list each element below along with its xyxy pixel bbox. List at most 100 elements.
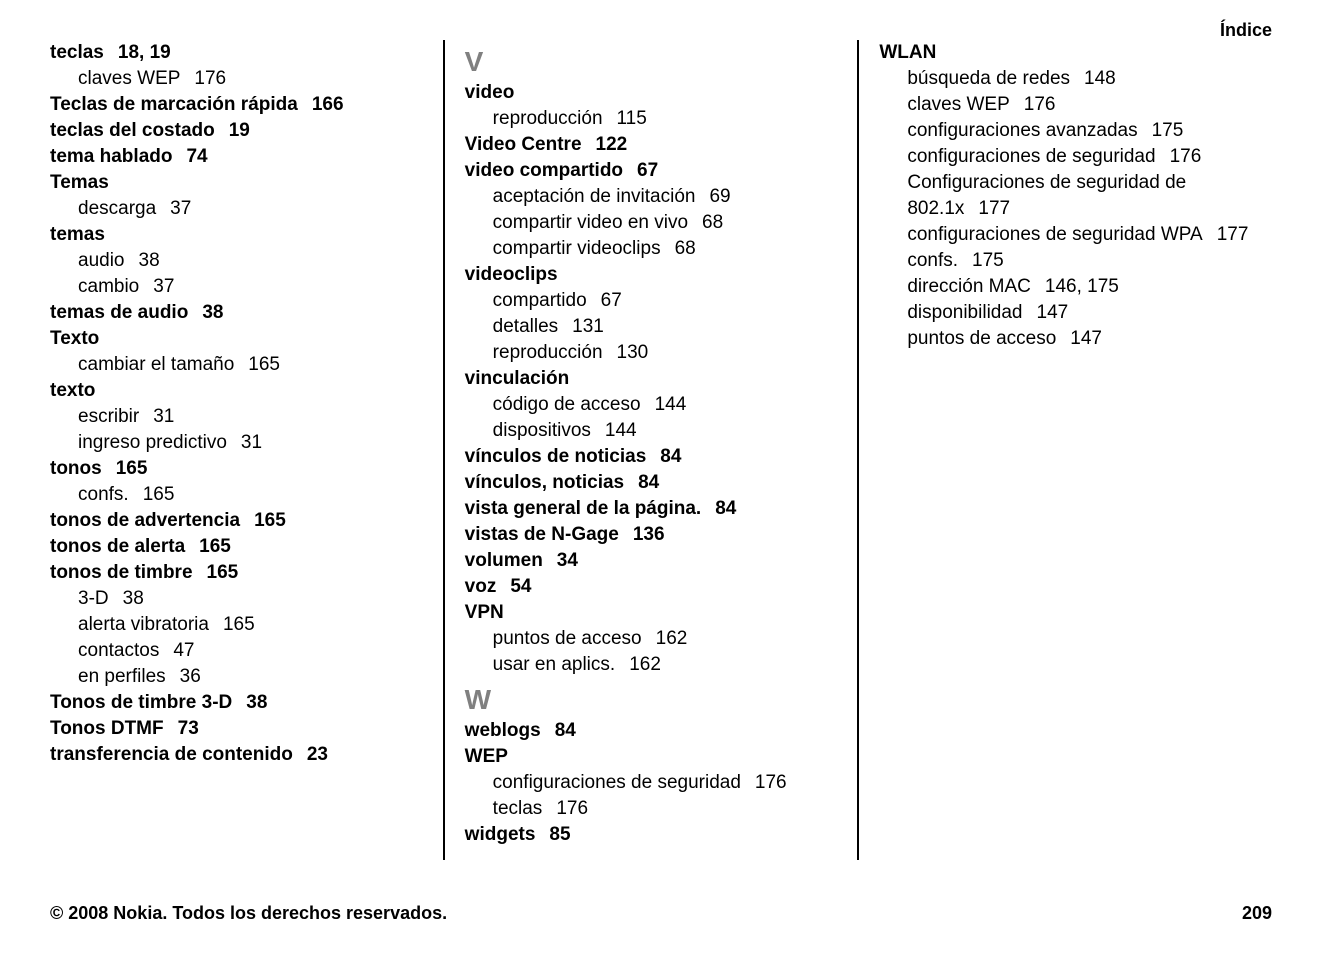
index-entry: código de acceso144 <box>465 392 838 418</box>
entry-pages: 23 <box>307 744 328 765</box>
entry-text: reproducción <box>493 108 603 129</box>
index-entry: reproducción 115 <box>465 106 838 132</box>
index-entry: compartir video en vivo68 <box>465 210 838 236</box>
index-entry: video compartido67 <box>465 158 838 184</box>
entry-text: WEP <box>465 746 508 767</box>
entry-pages: 37 <box>153 276 174 297</box>
column-1: teclas18, 19claves WEP176Teclas de marca… <box>50 40 443 860</box>
entry-pages: 144 <box>605 420 637 441</box>
index-entry: puntos de acceso162 <box>465 626 838 652</box>
index-entry: vista general de la página.84 <box>465 496 838 522</box>
entry-pages: 38 <box>202 302 223 323</box>
entry-text: usar en aplics. <box>493 654 616 675</box>
entry-pages: 84 <box>638 472 659 493</box>
entry-pages: 131 <box>572 316 604 337</box>
footer-copyright: © 2008 Nokia. Todos los derechos reserva… <box>50 903 447 924</box>
footer-page-number: 209 <box>1242 903 1272 924</box>
entry-pages: 177 <box>978 198 1010 219</box>
index-entry: Tonos de timbre 3-D38 <box>50 690 423 716</box>
entry-text: detalles <box>493 316 559 337</box>
index-entry: tonos de alerta165 <box>50 534 423 560</box>
entry-pages: 38 <box>139 250 160 271</box>
entry-text: tonos de timbre <box>50 562 193 583</box>
entry-pages: 38 <box>123 588 144 609</box>
entry-pages: 67 <box>637 160 658 181</box>
entry-text: tema hablado <box>50 146 172 167</box>
entry-pages: 54 <box>510 576 531 597</box>
index-entry: ingreso predictivo31 <box>50 430 423 456</box>
entry-text: aceptación de invitación <box>493 186 696 207</box>
entry-text: configuraciones de seguridad WPA <box>907 224 1202 245</box>
entry-pages: 165 <box>143 484 175 505</box>
entry-text: tonos de advertencia <box>50 510 240 531</box>
index-entry: video <box>465 80 838 106</box>
entry-pages: 69 <box>709 186 730 207</box>
index-entry: voz54 <box>465 574 838 600</box>
index-entry: Tonos DTMF73 <box>50 716 423 742</box>
entry-pages: 166 <box>312 94 344 115</box>
index-entry: cambio37 <box>50 274 423 300</box>
entry-text: Temas <box>50 172 109 193</box>
index-entry: videoclips <box>465 262 838 288</box>
entry-text: Teclas de marcación rápida <box>50 94 298 115</box>
index-entry: compartir videoclips68 <box>465 236 838 262</box>
entry-pages: 84 <box>715 498 736 519</box>
entry-text: volumen <box>465 550 543 571</box>
index-entry: claves WEP176 <box>50 66 423 92</box>
entry-pages: 47 <box>173 640 194 661</box>
entry-text: teclas <box>50 42 104 63</box>
entry-text: teclas <box>493 798 543 819</box>
entry-pages: 67 <box>601 290 622 311</box>
index-entry: aceptación de invitación 69 <box>465 184 838 210</box>
index-entry: vínculos, noticias 84 <box>465 470 838 496</box>
index-entry: Temas <box>50 170 423 196</box>
entry-text: vinculación <box>465 368 570 389</box>
entry-pages: 74 <box>186 146 207 167</box>
entry-pages: 176 <box>556 798 588 819</box>
index-entry: detalles 131 <box>465 314 838 340</box>
index-entry: dispositivos144 <box>465 418 838 444</box>
entry-text: compartido <box>493 290 587 311</box>
entry-text: VPN <box>465 602 504 623</box>
entry-pages: 37 <box>170 198 191 219</box>
index-entry: Video Centre 122 <box>465 132 838 158</box>
entry-pages: 38 <box>246 692 267 713</box>
entry-text: escribir <box>78 406 139 427</box>
entry-pages: 146, 175 <box>1045 276 1119 297</box>
index-entry: configuraciones de seguridad WPA177 <box>879 222 1252 248</box>
index-entry: confs.175 <box>879 248 1252 274</box>
index-entry: Configuraciones de seguridad de 802.1x17… <box>879 170 1252 222</box>
entry-text: tonos de alerta <box>50 536 185 557</box>
entry-text: configuraciones avanzadas <box>907 120 1137 141</box>
index-entry: widgets85 <box>465 822 838 848</box>
index-entry: en perfiles36 <box>50 664 423 690</box>
entry-text: WLAN <box>879 42 936 63</box>
index-entry: cambiar el tamaño165 <box>50 352 423 378</box>
entry-text: Video Centre <box>465 134 582 155</box>
entry-pages: 115 <box>617 108 647 129</box>
entry-text: weblogs <box>465 720 541 741</box>
entry-pages: 175 <box>1152 120 1184 141</box>
entry-text: código de acceso <box>493 394 641 415</box>
index-entry: configuraciones avanzadas 175 <box>879 118 1252 144</box>
entry-pages: 147 <box>1037 302 1069 323</box>
entry-pages: 84 <box>660 446 681 467</box>
index-entry: puntos de acceso147 <box>879 326 1252 352</box>
index-entry: contactos47 <box>50 638 423 664</box>
entry-text: confs. <box>907 250 958 271</box>
entry-pages: 122 <box>596 134 628 155</box>
entry-pages: 165 <box>223 614 255 635</box>
index-entry: texto <box>50 378 423 404</box>
index-entry: weblogs84 <box>465 718 838 744</box>
entry-text: vínculos, noticias <box>465 472 624 493</box>
entry-text: teclas del costado <box>50 120 215 141</box>
entry-text: tonos <box>50 458 102 479</box>
index-entry: tonos de advertencia165 <box>50 508 423 534</box>
entry-pages: 19 <box>229 120 250 141</box>
index-entry: audio38 <box>50 248 423 274</box>
entry-pages: 176 <box>1170 146 1202 167</box>
entry-pages: 176 <box>194 68 226 89</box>
index-entry: teclas18, 19 <box>50 40 423 66</box>
entry-pages: 162 <box>629 654 661 675</box>
entry-text: disponibilidad <box>907 302 1022 323</box>
